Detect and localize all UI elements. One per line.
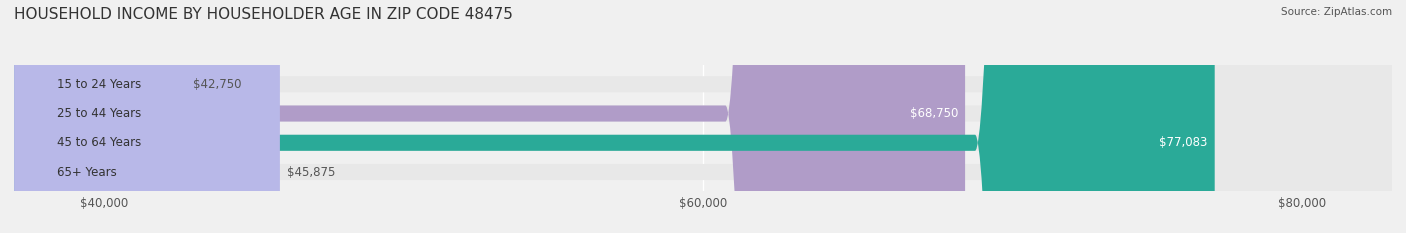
Text: 25 to 44 Years: 25 to 44 Years: [56, 107, 141, 120]
Text: $45,875: $45,875: [287, 165, 335, 178]
FancyBboxPatch shape: [14, 0, 1392, 233]
Text: $68,750: $68,750: [910, 107, 959, 120]
Text: 65+ Years: 65+ Years: [56, 165, 117, 178]
Text: 45 to 64 Years: 45 to 64 Years: [56, 136, 141, 149]
Text: $77,083: $77,083: [1160, 136, 1208, 149]
Text: 15 to 24 Years: 15 to 24 Years: [56, 78, 141, 91]
FancyBboxPatch shape: [14, 0, 1392, 233]
FancyBboxPatch shape: [14, 0, 1392, 233]
Text: $42,750: $42,750: [193, 78, 242, 91]
FancyBboxPatch shape: [0, 0, 253, 233]
FancyBboxPatch shape: [14, 0, 280, 233]
Text: Source: ZipAtlas.com: Source: ZipAtlas.com: [1281, 7, 1392, 17]
FancyBboxPatch shape: [14, 0, 1392, 233]
FancyBboxPatch shape: [14, 0, 1215, 233]
FancyBboxPatch shape: [14, 0, 965, 233]
Text: HOUSEHOLD INCOME BY HOUSEHOLDER AGE IN ZIP CODE 48475: HOUSEHOLD INCOME BY HOUSEHOLDER AGE IN Z…: [14, 7, 513, 22]
